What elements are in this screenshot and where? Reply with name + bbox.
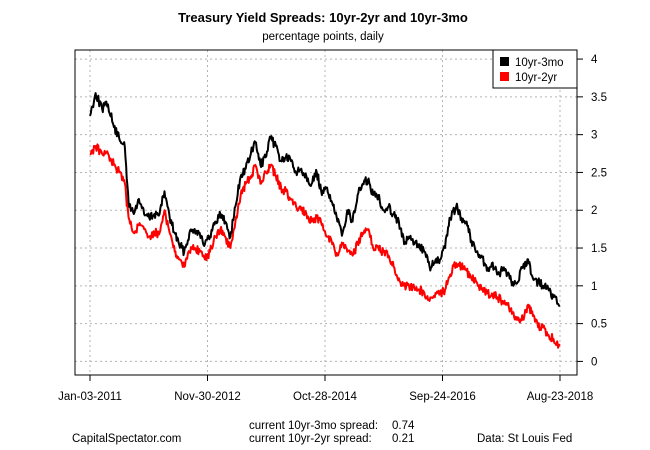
- x-axis: Jan-03-2011 Nov-30-2012 Oct-28-2014 Sep-24-…: [58, 375, 593, 403]
- x-tick-label: Oct-28-2014: [293, 391, 358, 403]
- current-2yr-value: 0.21: [392, 433, 415, 445]
- current-3mo-value: 0.74: [392, 420, 415, 432]
- y-tick-label: 4: [591, 54, 598, 66]
- y-tick-label: 3.5: [591, 92, 607, 104]
- x-tick-label: Aug-23-2018: [527, 391, 594, 403]
- legend: 10yr-3mo 10yr-2yr: [492, 49, 578, 89]
- legend-swatch-3mo: [500, 57, 509, 66]
- y-tick-label: 2.5: [591, 167, 607, 179]
- y-tick-label: 1.5: [591, 243, 607, 255]
- source-right: Data: St Louis Fed: [477, 433, 573, 445]
- legend-box: [492, 49, 578, 89]
- y-axis: 0 0.5 1 1.5 2 2.5 3 3.5 4: [577, 54, 607, 368]
- current-3mo-label: current 10yr-3mo spread:: [249, 420, 379, 432]
- series-line-10yr-2yr: [89, 143, 561, 349]
- series-lines: [89, 92, 561, 349]
- grid-lines: [75, 50, 577, 375]
- series-line-10yr-3mo: [89, 92, 561, 307]
- x-tick-label: Sep-24-2016: [409, 391, 476, 403]
- chart-subtitle: percentage points, daily: [262, 31, 384, 43]
- y-tick-label: 1: [591, 281, 597, 293]
- x-tick-label: Nov-30-2012: [174, 391, 240, 403]
- y-tick-label: 0.5: [591, 319, 607, 331]
- current-2yr-label: current 10yr-2yr spread:: [249, 433, 372, 445]
- y-tick-label: 0: [591, 356, 597, 368]
- y-tick-label: 3: [591, 130, 597, 142]
- source-left: CapitalSpectator.com: [72, 433, 182, 445]
- legend-label-2yr: 10yr-2yr: [515, 72, 557, 84]
- legend-swatch-2yr: [500, 72, 509, 81]
- x-tick-label: Jan-03-2011: [58, 391, 122, 403]
- chart-title: Treasury Yield Spreads: 10yr-2yr and 10y…: [178, 10, 468, 25]
- plot-frame: [74, 49, 578, 376]
- y-tick-label: 2: [591, 205, 597, 217]
- legend-label-3mo: 10yr-3mo: [515, 57, 564, 69]
